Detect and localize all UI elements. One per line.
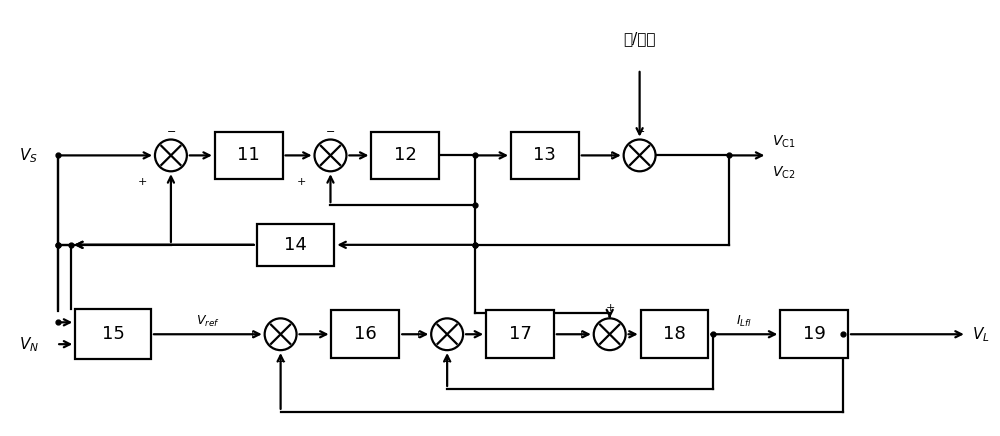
Bar (331, 310, 399, 358)
Text: $+$: $+$ (576, 329, 586, 340)
Bar (215, 132, 283, 179)
Text: 15: 15 (102, 325, 125, 343)
Circle shape (431, 318, 463, 350)
Text: $+$: $+$ (296, 176, 307, 187)
Text: $I_{Lfl}$: $I_{Lfl}$ (736, 314, 752, 329)
Text: $V_S$: $V_S$ (19, 146, 38, 165)
Text: $+$: $+$ (606, 150, 616, 161)
Text: 18: 18 (663, 325, 686, 343)
Bar (257, 224, 334, 266)
Text: $+$: $+$ (247, 329, 257, 340)
Bar (486, 310, 554, 358)
Text: 14: 14 (284, 236, 307, 254)
Text: 16: 16 (354, 325, 377, 343)
Circle shape (594, 318, 626, 350)
Circle shape (624, 140, 656, 171)
Text: $-$: $-$ (635, 125, 645, 135)
Text: $+$: $+$ (413, 329, 423, 340)
Text: $+$: $+$ (137, 176, 147, 187)
Text: 17: 17 (509, 325, 531, 343)
Bar (371, 132, 439, 179)
Text: 11: 11 (237, 146, 260, 164)
Text: $-$: $-$ (276, 355, 286, 365)
Text: $V_L$: $V_L$ (972, 325, 989, 344)
Bar (780, 310, 848, 358)
Text: $V_{\mathrm{C1}}$: $V_{\mathrm{C1}}$ (772, 133, 796, 150)
Text: $V_N$: $V_N$ (19, 335, 39, 354)
Text: $V_{\mathrm{C2}}$: $V_{\mathrm{C2}}$ (772, 165, 796, 181)
Circle shape (265, 318, 297, 350)
Text: 19: 19 (803, 325, 826, 343)
Text: 13: 13 (533, 146, 556, 164)
Bar (511, 132, 579, 179)
Bar (75, 310, 151, 359)
Text: 充/放电: 充/放电 (623, 31, 656, 46)
Text: $-$: $-$ (325, 125, 336, 135)
Circle shape (155, 140, 187, 171)
Text: 12: 12 (394, 146, 417, 164)
Text: $-$: $-$ (166, 125, 176, 135)
Text: $V_{ref}$: $V_{ref}$ (196, 314, 220, 329)
Circle shape (315, 140, 346, 171)
Bar (641, 310, 708, 358)
Text: $-$: $-$ (442, 355, 452, 365)
Text: $+$: $+$ (605, 303, 615, 313)
